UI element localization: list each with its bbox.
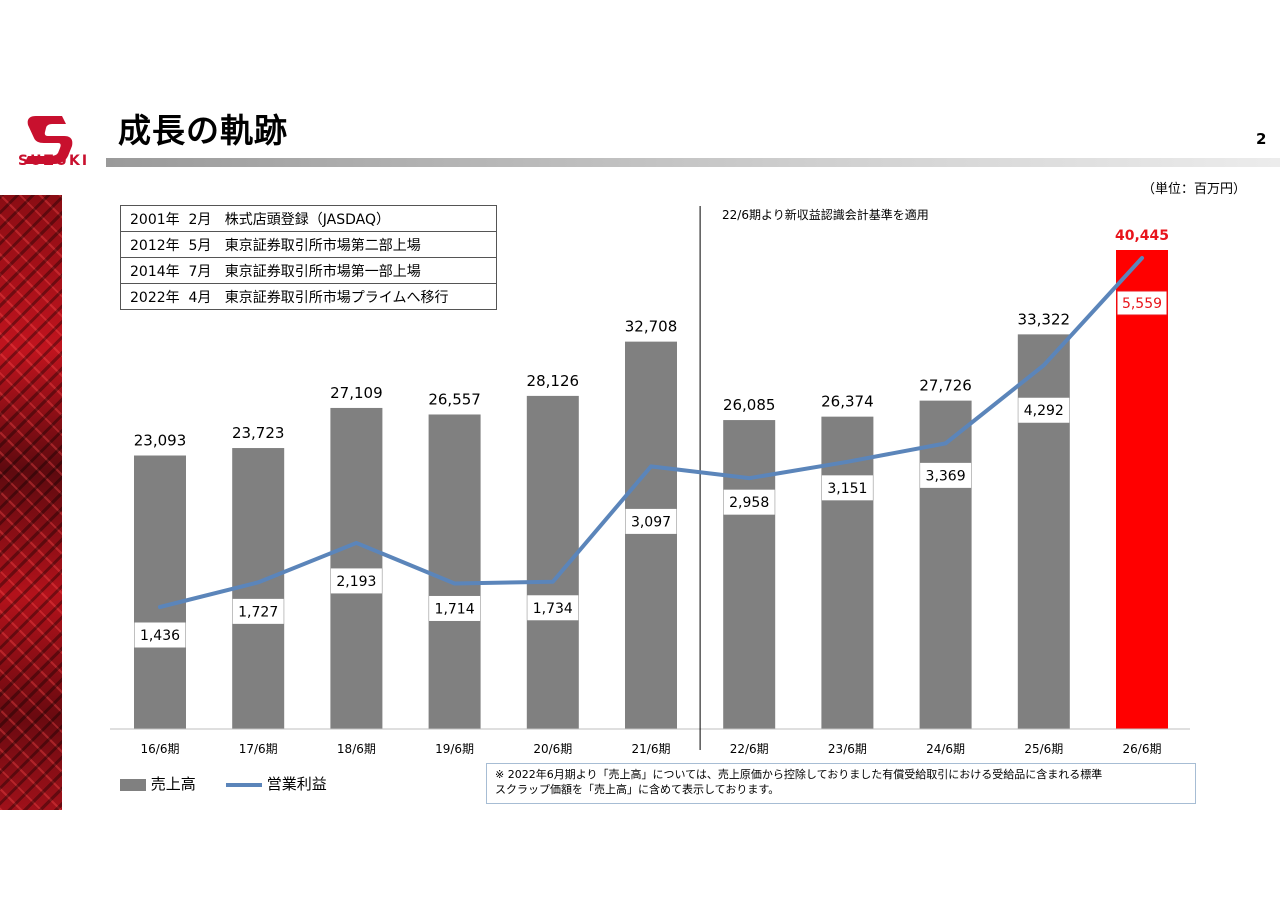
category-tick-label: 25/6期 [1024, 742, 1063, 756]
profit-value-label: 2,958 [729, 495, 769, 511]
profit-value-label: 3,151 [827, 481, 867, 497]
sales-value-label: 26,557 [428, 390, 481, 408]
footnote-line: スクラップ価額を「売上高」に含めて表示しております。 [495, 783, 780, 796]
profit-label-box [134, 622, 186, 648]
category-tick-label: 16/6期 [141, 742, 180, 756]
page-title: 成長の軌跡 [118, 111, 288, 150]
legend-bar-swatch [120, 778, 146, 791]
sales-bar [625, 341, 677, 729]
accounting-standard-note: 22/6期より新収益認識会計基準を適用 [722, 208, 929, 222]
legend-item-sales: 売上高 [120, 773, 196, 794]
profit-value-label: 5,559 [1122, 296, 1162, 312]
legend-item-profit: 営業利益 [226, 773, 327, 794]
suzuki-logo-icon [24, 116, 73, 164]
category-tick-label: 20/6期 [533, 742, 572, 756]
profit-value-label: 2,193 [336, 574, 376, 590]
profit-value-label: 4,292 [1024, 403, 1064, 419]
profit-label-box [1116, 290, 1168, 316]
category-tick-label: 24/6期 [926, 742, 965, 756]
history-entry: 2022年 4月 東京証券取引所市場プライムへ移行 [120, 283, 497, 310]
sales-value-label: 26,085 [723, 396, 776, 414]
sales-value-label: 26,374 [821, 393, 874, 411]
profit-label-box [821, 475, 873, 501]
history-entry: 2012年 5月 東京証券取引所市場第二部上場 [120, 231, 497, 258]
history-row: 2012年 5月 東京証券取引所市場第二部上場 [120, 231, 497, 258]
sales-value-label: 33,322 [1018, 310, 1071, 328]
footnote-box: ※ 2022年6月期より「売上高」については、売上原価から控除しておりました有償… [486, 763, 1196, 804]
history-entry: 2001年 2月 株式店頭登録（JASDAQ） [120, 205, 497, 232]
category-tick-label: 23/6期 [828, 742, 867, 756]
history-row: 2001年 2月 株式店頭登録（JASDAQ） [120, 205, 497, 232]
sales-bar [723, 420, 776, 729]
history-table: 2001年 2月 株式店頭登録（JASDAQ） 2012年 5月 東京証券取引所… [120, 205, 497, 310]
profit-value-label: 1,727 [238, 604, 278, 620]
sales-bar [1017, 334, 1070, 729]
profit-label-box [723, 489, 775, 515]
category-tick-label: 26/6期 [1123, 742, 1162, 756]
profit-label-box [232, 598, 284, 624]
sales-value-label: 40,445 [1115, 228, 1169, 244]
sales-bar [919, 400, 972, 729]
logo-text: SUZUKI [18, 153, 90, 169]
side-decoration-band [0, 195, 62, 810]
page-number: 2 [1256, 130, 1267, 148]
legend-label-profit: 営業利益 [266, 775, 327, 793]
operating-profit-line [158, 256, 1144, 609]
sales-bar [428, 414, 481, 729]
history-row: 2022年 4月 東京証券取引所市場プライムへ移行 [120, 283, 497, 310]
category-tick-label: 17/6期 [239, 742, 278, 756]
sales-value-label: 27,726 [919, 377, 972, 395]
sales-value-label: 23,723 [232, 424, 285, 442]
legend-label-sales: 売上高 [150, 775, 196, 793]
sales-bar [821, 416, 874, 729]
category-tick-label: 21/6期 [632, 742, 671, 756]
sales-bar [1116, 250, 1168, 729]
title-underline [106, 158, 1280, 167]
category-tick-label: 19/6期 [435, 742, 474, 756]
sales-value-label: 27,109 [330, 384, 383, 402]
profit-label-box [330, 568, 382, 594]
unit-label: （単位：百万円） [1142, 182, 1247, 197]
legend-line-swatch [226, 782, 262, 787]
profit-value-label: 1,436 [140, 628, 180, 644]
profit-label-box [429, 595, 481, 621]
profit-label-box [625, 508, 677, 534]
profit-value-label: 3,097 [631, 514, 671, 530]
profit-value-label: 1,734 [533, 601, 573, 617]
sales-value-label: 28,126 [527, 372, 580, 390]
sales-value-label: 23,093 [134, 432, 187, 450]
profit-label-box [1018, 397, 1070, 423]
profit-label-box [527, 595, 579, 621]
sales-bar [134, 455, 186, 729]
profit-value-label: 1,714 [435, 601, 475, 617]
category-tick-label: 18/6期 [337, 742, 376, 756]
footnote-line: ※ 2022年6月期より「売上高」については、売上原価から控除しておりました有償… [495, 768, 1103, 781]
sales-value-label: 32,708 [625, 318, 678, 336]
category-tick-label: 22/6期 [730, 742, 769, 756]
profit-value-label: 3,369 [926, 468, 966, 484]
profit-label-box [920, 462, 972, 488]
